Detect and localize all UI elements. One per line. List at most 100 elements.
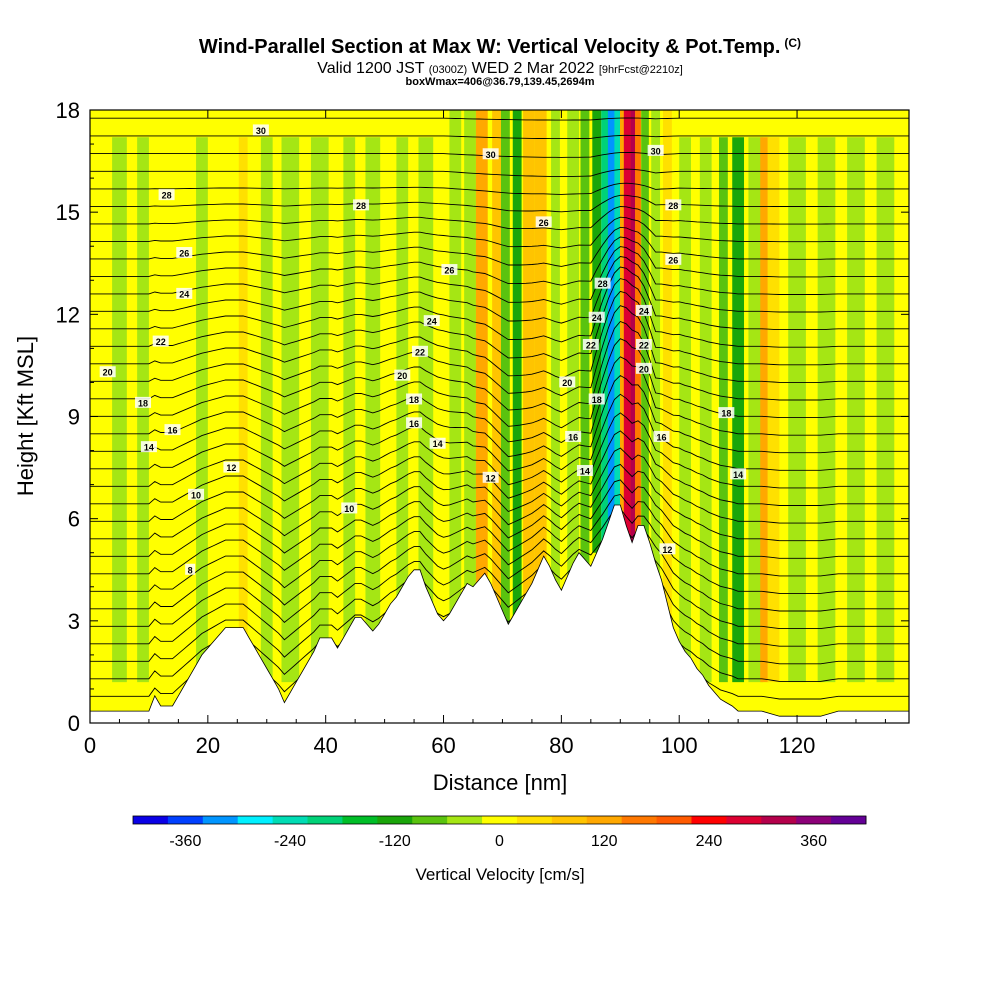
contour-label-bg (353, 199, 370, 211)
theta-contour (90, 447, 909, 524)
contour-label: 30 (482, 148, 499, 160)
velocity-band (699, 137, 712, 683)
colorbar-tick-label: -240 (274, 833, 306, 850)
velocity-band (567, 110, 580, 683)
colorbar-swatch (377, 816, 413, 824)
velocity-band (418, 137, 434, 683)
contour-labels: 30 28 28 26 24 22 20 18 16 14 12 10 8 10 26 24 22 20 18 16 1… (99, 124, 747, 575)
contour-label-text: 28 (598, 279, 608, 289)
x-tick-label: 60 (431, 733, 455, 758)
colorbar-swatch (167, 816, 204, 824)
contour-label-bg (99, 366, 116, 378)
chart-subtitle: Valid 1200 JST (0300Z) WED 2 Mar 2022 [9… (0, 60, 1000, 78)
contour-label-bg (341, 502, 358, 514)
velocity-band (449, 110, 462, 683)
contour-label-text: 16 (409, 419, 419, 429)
colorbar-swatch (307, 816, 343, 824)
contour-label-text: 14 (580, 466, 590, 476)
contour-label-text: 28 (668, 201, 678, 211)
contour-label-text: 10 (344, 504, 354, 514)
velocity-band (580, 110, 590, 683)
contour-label-text: 26 (668, 255, 678, 265)
title-main: Wind-Parallel Section at Max W: Vertical… (198, 36, 781, 58)
contour-label: 28 (665, 199, 682, 211)
contour-label: 22 (582, 338, 599, 350)
contour-label-text: 12 (486, 473, 496, 483)
theta-contour (90, 338, 909, 429)
theta-contour (90, 216, 909, 249)
theta-contour (90, 412, 909, 489)
theta-contour (90, 151, 909, 158)
contour-label: 10 (341, 502, 358, 514)
contour-label-bg (535, 216, 552, 228)
theta-contour (90, 194, 909, 213)
x-tick-label: 120 (779, 733, 816, 758)
colorbar-swatch (482, 816, 518, 824)
colorbar-swatch (516, 816, 553, 824)
contour-label: 14 (429, 437, 446, 449)
colorbar-swatch (586, 816, 623, 824)
y-tick-label: 9 (68, 405, 80, 430)
terrain-shape (90, 504, 909, 723)
velocity-band (630, 110, 636, 553)
contour-label-text: 14 (144, 443, 154, 453)
contour-label-bg (665, 253, 682, 265)
contour-label-bg (185, 563, 196, 575)
contour-label-bg (188, 488, 205, 500)
contour-label: 24 (423, 315, 440, 327)
velocity-band (607, 110, 615, 553)
contour-label: 26 (665, 253, 682, 265)
contour-label-bg (635, 362, 652, 374)
velocity-band (464, 110, 476, 683)
contour-label: 20 (99, 366, 116, 378)
contour-label-bg (176, 247, 193, 259)
velocity-band (601, 110, 610, 553)
contour-label-text: 18 (409, 395, 419, 405)
contour-label-bg (588, 393, 605, 405)
colorbar-swatch (237, 816, 274, 824)
contour-label-bg (482, 148, 499, 160)
contour-label-text: 22 (156, 337, 166, 347)
contour-label: 22 (152, 335, 169, 347)
theta-contour (90, 535, 909, 630)
contour-label-bg (140, 441, 157, 453)
velocity-band (732, 137, 745, 683)
theta-contour (90, 493, 909, 577)
contour-label: 16 (565, 430, 582, 442)
contour-label-bg (406, 393, 423, 405)
contour-label: 18 (135, 396, 152, 408)
contour-label: 20 (559, 376, 576, 388)
velocity-band (343, 137, 356, 683)
terrain-mask (90, 504, 909, 723)
velocity-band (551, 110, 560, 683)
contour-label: 20 (635, 362, 652, 374)
velocity-band (137, 137, 149, 683)
theta-contour (90, 236, 909, 286)
contour-label: 26 (441, 264, 458, 276)
contour-label-text: 26 (179, 249, 189, 259)
theta-contour (90, 226, 909, 267)
colorbar-swatch (272, 816, 309, 824)
contour-label: 14 (140, 441, 157, 453)
colorbar: -360 -240 -120 0 120 240 360 (132, 815, 867, 850)
colorbar-swatch (796, 816, 832, 824)
y-tick-label: 15 (56, 200, 80, 225)
contour-label-text: 22 (639, 340, 649, 350)
contour-label: 10 (188, 488, 205, 500)
valid-utc: (0300Z) (428, 64, 468, 76)
contour-label-bg (718, 407, 735, 419)
contour-label-text: 18 (138, 398, 148, 408)
contour-label-bg (176, 287, 193, 299)
contour-label-text: 10 (191, 490, 201, 500)
contour-label: 12 (223, 461, 240, 473)
contour-label-bg (406, 417, 423, 429)
colorbar-swatch (447, 816, 483, 824)
theta-contour (90, 266, 909, 343)
velocity-band (748, 137, 764, 683)
theta-contour (90, 521, 909, 612)
colorbar-swatch (831, 816, 867, 824)
colorbar-tick-label: 360 (800, 833, 827, 850)
theta-contour (90, 479, 909, 559)
contour-label-bg (394, 369, 411, 381)
colorbar-swatch (691, 816, 727, 824)
